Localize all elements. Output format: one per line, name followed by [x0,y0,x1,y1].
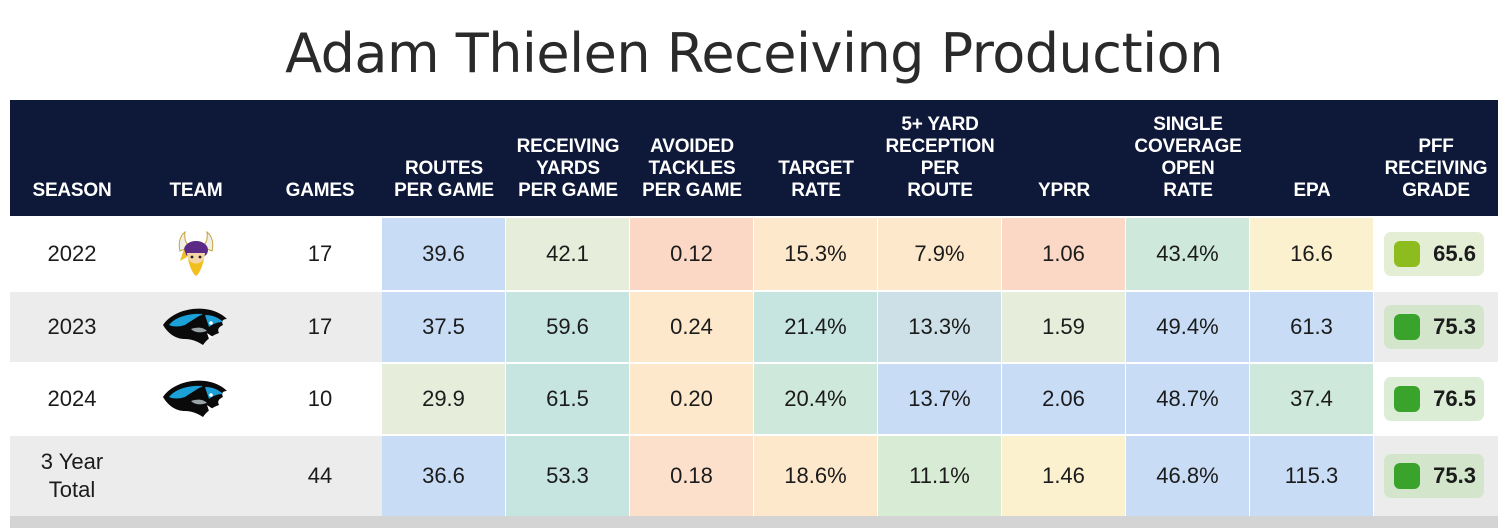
cell-rec-yds: 61.5 [506,364,630,434]
cell-routes: 29.9 [382,364,506,434]
cell-target-rate: 15.3% [754,218,878,290]
cell-rec-yds: 59.6 [506,292,630,362]
cell-rec-yds: 42.1 [506,218,630,290]
cell-season: 3 Year Total [40,449,104,502]
grade-color-square [1394,241,1420,267]
cell-rec-yds: 53.3 [506,436,630,516]
stats-table: SEASON TEAM GAMES ROUTES PER GAME RECEIVING … [10,100,1498,528]
cell-routes: 39.6 [382,218,506,290]
grade-badge: 76.5 [1384,377,1484,421]
grade-badge: 65.6 [1384,232,1484,276]
grade-color-square [1394,463,1420,489]
cell-games: 44 [307,463,333,488]
header-target: TARGET RATE [778,158,854,201]
cell-single-coverage: 46.8% [1126,436,1250,516]
header-fiveplus: 5+ YARD RECEPTION PER ROUTE [885,114,995,201]
cell-avoided-tackles: 0.18 [630,436,754,516]
grade-value: 65.6 [1433,241,1476,266]
grade-color-square [1394,386,1420,412]
table-row: 2022 17 39.6 42.1 0.12 15.3% 7.9% 1.06 43.4% 16.… [10,218,1498,290]
cell-fiveplus-yard: 13.7% [878,364,1002,434]
grade-badge: 75.3 [1384,305,1484,349]
cell-fiveplus-yard: 13.3% [878,292,1002,362]
cell-games: 17 [307,241,333,266]
cell-avoided-tackles: 0.24 [630,292,754,362]
table-footer-bar [10,516,1498,528]
cell-games: 10 [307,386,333,411]
chart-title: Adam Thielen Receiving Production [285,22,1223,85]
header-grade: PFF RECEIVING GRADE [1384,136,1488,201]
grade-value: 75.3 [1433,314,1476,339]
cell-yprr: 2.06 [1002,364,1126,434]
cell-routes: 36.6 [382,436,506,516]
header-yprr: YPRR [1038,180,1090,201]
table-header: SEASON TEAM GAMES ROUTES PER GAME RECEIVING … [10,100,1498,216]
cell-fiveplus-yard: 7.9% [878,218,1002,290]
header-games: GAMES [285,180,355,201]
table-row: 2024 10 29.9 61.5 0.20 20.4% 13.7% 2.06 48.7% 37… [10,364,1498,434]
header-epa: EPA [1293,180,1331,201]
cell-epa: 16.6 [1250,218,1374,290]
grade-badge: 75.3 [1384,454,1484,498]
grade-value: 75.3 [1433,463,1476,488]
cell-yprr: 1.06 [1002,218,1126,290]
cell-avoided-tackles: 0.12 [630,218,754,290]
cell-epa: 61.3 [1250,292,1374,362]
table-row: 2023 17 37.5 59.6 0.24 21.4% 13.3% 1.59 49.4% 61… [10,292,1498,362]
cell-yprr: 1.59 [1002,292,1126,362]
vikings-logo [134,218,258,290]
grade-color-square [1394,314,1420,340]
header-rec_yds: RECEIVING YARDS PER GAME [516,136,620,201]
cell-epa: 37.4 [1250,364,1374,434]
cell-single-coverage: 43.4% [1126,218,1250,290]
panthers-logo [134,364,258,434]
cell-target-rate: 21.4% [754,292,878,362]
cell-single-coverage: 49.4% [1126,292,1250,362]
cell-routes: 37.5 [382,292,506,362]
grade-value: 76.5 [1433,386,1476,411]
cell-team [134,436,258,516]
cell-avoided-tackles: 0.20 [630,364,754,434]
cell-fiveplus-yard: 11.1% [878,436,1002,516]
cell-yprr: 1.46 [1002,436,1126,516]
cell-season: 2022 [47,241,97,266]
cell-target-rate: 20.4% [754,364,878,434]
header-avoided: AVOIDED TACKLES PER GAME [642,136,742,201]
cell-season: 2024 [47,386,97,411]
header-routes: ROUTES PER GAME [394,158,494,201]
panthers-logo [134,292,258,362]
cell-target-rate: 18.6% [754,436,878,516]
cell-epa: 115.3 [1250,436,1374,516]
header-season: SEASON [32,180,112,201]
header-team: TEAM [169,180,223,201]
table-row: 3 Year Total 44 36.6 53.3 0.18 18.6% 11.1% 1.46… [10,436,1498,516]
header-single: SINGLE COVERAGE OPEN RATE [1134,114,1242,201]
cell-single-coverage: 48.7% [1126,364,1250,434]
cell-games: 17 [307,314,333,339]
cell-season: 2023 [47,314,97,339]
